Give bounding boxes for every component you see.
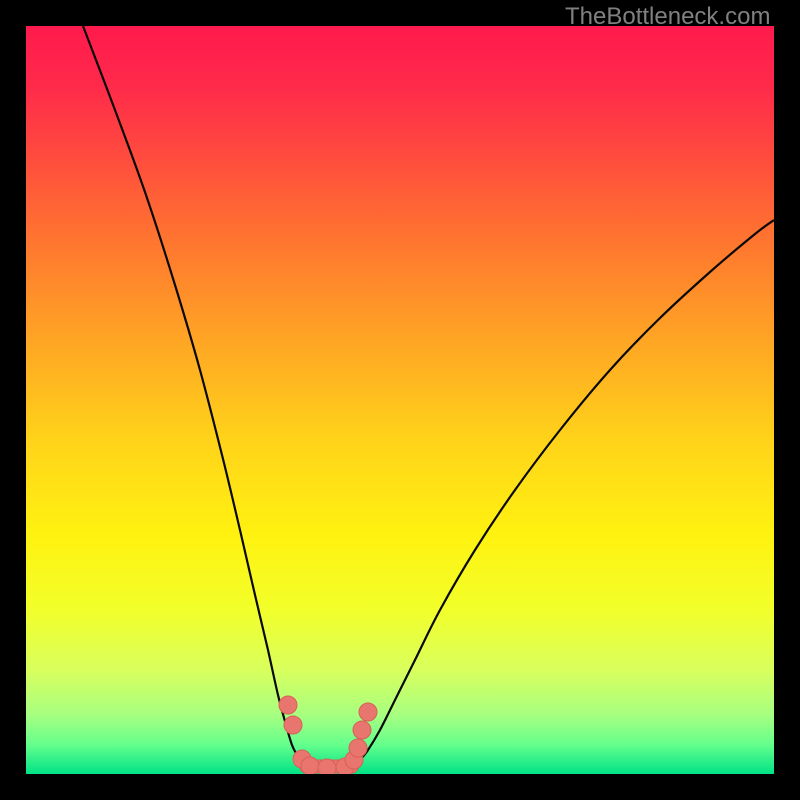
highlight-marker bbox=[353, 721, 371, 739]
bottleneck-chart bbox=[0, 0, 800, 800]
highlight-marker bbox=[359, 703, 377, 721]
highlight-marker bbox=[349, 739, 367, 757]
highlight-marker bbox=[301, 757, 319, 775]
highlight-marker bbox=[284, 716, 302, 734]
watermark-text: TheBottleneck.com bbox=[565, 3, 770, 31]
chart-background bbox=[26, 26, 774, 774]
highlight-marker bbox=[279, 696, 297, 714]
